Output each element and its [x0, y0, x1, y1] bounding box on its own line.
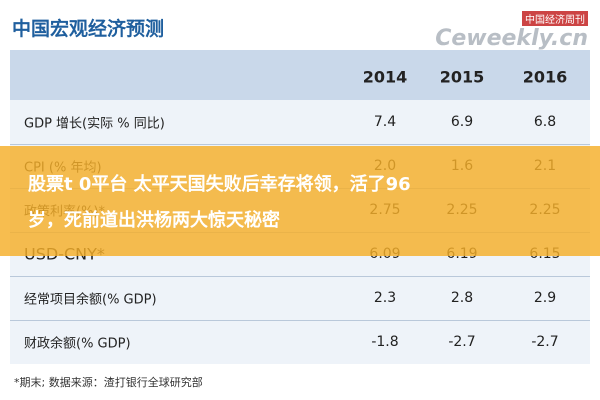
- column-header: 2014: [362, 67, 408, 87]
- row-label: 财政余额(% GDP): [24, 336, 131, 352]
- column-header: 2016: [522, 67, 568, 87]
- cell-value: -2.7: [448, 334, 476, 350]
- footnote: *期末; 数据来源：渣打银行全球研究部: [14, 376, 203, 389]
- cell-value: 6.9: [450, 114, 474, 130]
- row-label: 经常项目余额(% GDP): [24, 292, 157, 308]
- banner-text: 股票t 0平台 太平天国失败后幸存将领，活了96: [28, 174, 411, 195]
- row-label: GDP 增长(实际 % 同比): [24, 116, 165, 132]
- watermark-cn: 中国经济周刊: [522, 11, 588, 26]
- watermark-en: Ceweekly.cn: [435, 26, 588, 51]
- cell-value: 2.3: [373, 290, 397, 306]
- cell-value: 6.8: [533, 114, 557, 130]
- row-separator: [10, 144, 590, 145]
- row-separator: [10, 276, 590, 277]
- cell-value: -2.7: [531, 334, 559, 350]
- watermark: 中国经济周刊 Ceweekly.cn: [435, 8, 588, 51]
- title: 中国宏观经济预测: [12, 18, 165, 40]
- banner-text: 岁，死前道出洪杨两大惊天秘密: [28, 210, 280, 231]
- cell-value: 2.9: [533, 290, 557, 306]
- cell-value: 2.8: [450, 290, 474, 306]
- banner: 股票t 0平台 太平天国失败后幸存将领，活了96 岁，死前道出洪杨两大惊天秘密: [0, 146, 600, 256]
- row-separator: [10, 320, 590, 321]
- cell-value: 7.4: [373, 114, 397, 130]
- column-header: 2015: [439, 67, 485, 87]
- cell-value: -1.8: [371, 334, 399, 350]
- header-row: [10, 50, 590, 100]
